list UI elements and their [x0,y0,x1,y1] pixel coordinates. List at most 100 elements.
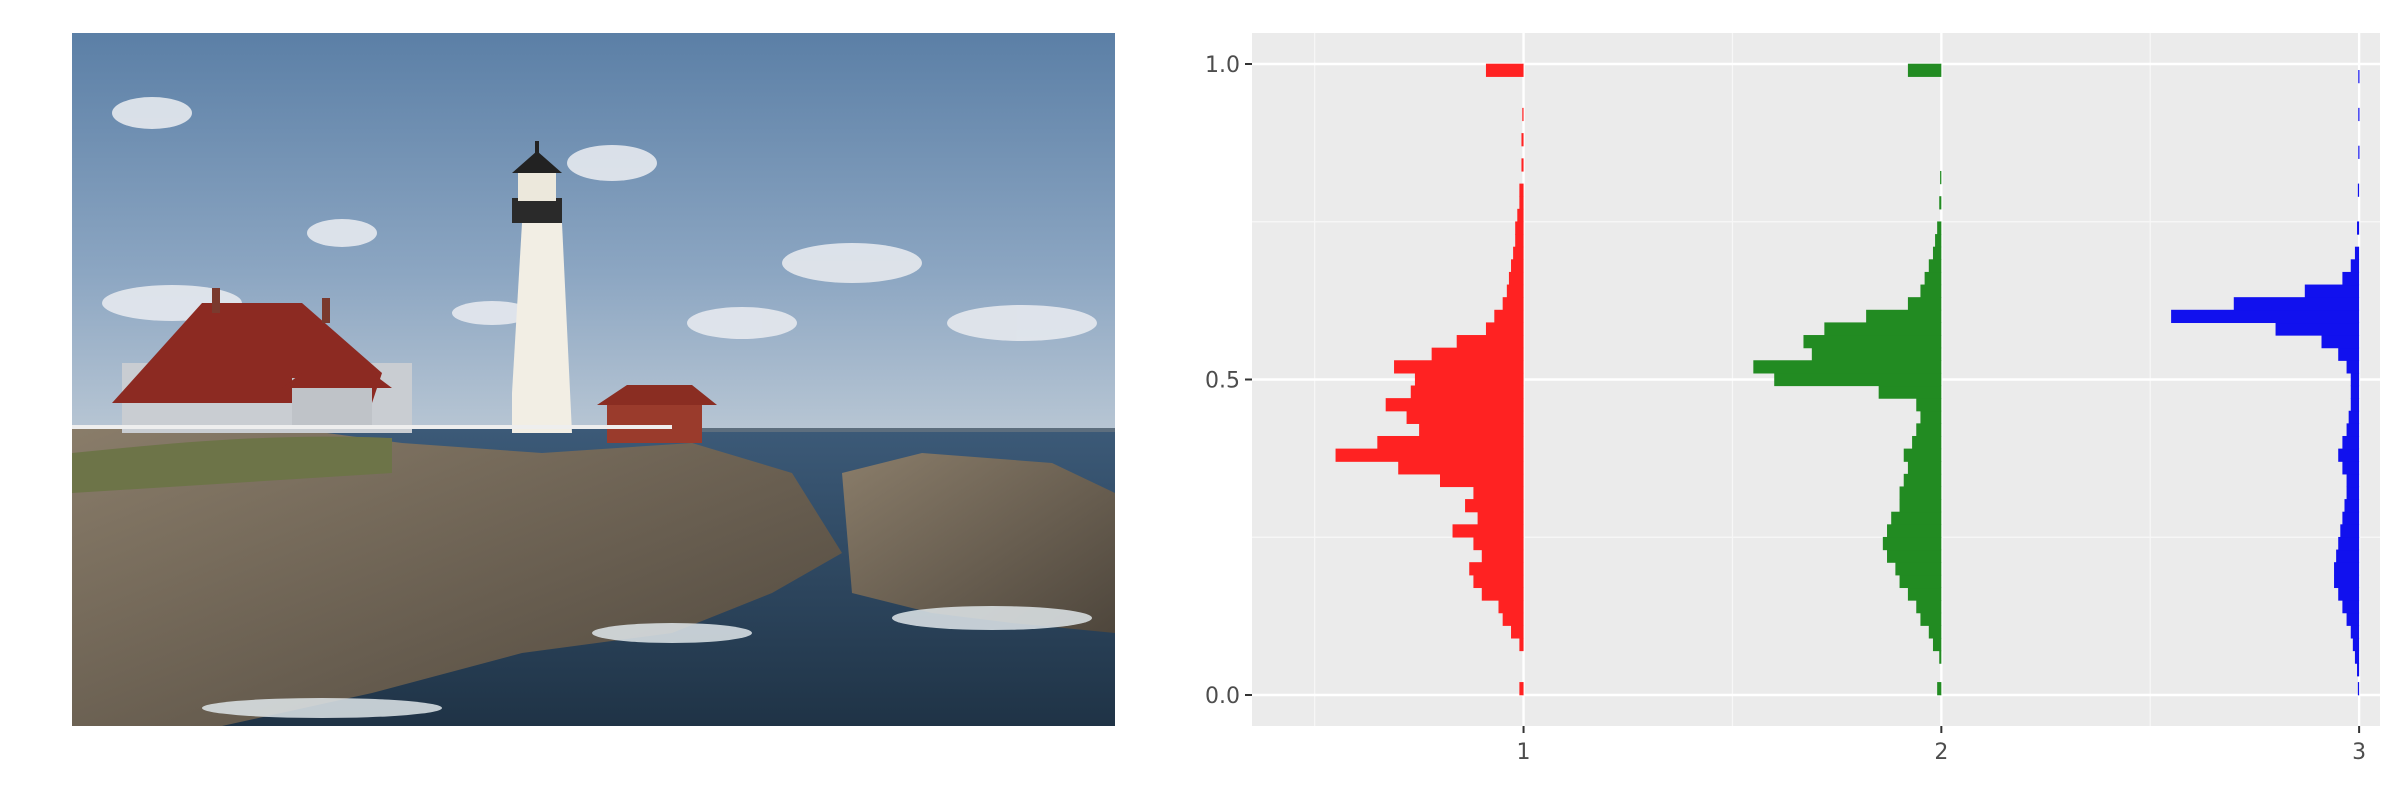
histogram-bar [2336,549,2360,563]
histogram-bar [2350,385,2360,399]
histogram-channel-2 [1753,63,1942,696]
histogram-bar [2342,435,2360,450]
histogram-bar [1907,63,1942,77]
lighthouse-photo-drawing [72,33,1115,726]
histogram-bar [1498,600,1524,614]
histogram-bar [1903,473,1942,488]
histogram-bar [2338,587,2360,601]
histogram-bar [2350,625,2360,639]
histogram-bar [1903,448,1942,462]
histogram-bar [1916,600,1942,614]
histogram-bar [2350,372,2360,387]
histogram-bar [1932,246,1942,260]
histogram-bar [1937,221,1942,235]
histogram-bar [2321,335,2360,349]
histogram-bar [1519,637,1524,652]
histogram-bar [1385,398,1524,412]
histogram-bar [2348,410,2360,424]
histogram-bar [1811,347,1942,361]
histogram-bar [1511,625,1524,639]
histogram-bar [2346,486,2360,500]
histogram-bar [2171,309,2360,324]
y-tick-label: 1.0 [1205,53,1240,78]
histogram-bar [1465,499,1524,513]
histogram-bar [1477,511,1524,525]
histogram-bar [1473,536,1524,551]
histogram-bar [1907,297,1942,311]
histogram-bar [1519,682,1524,696]
histogram-bar [2346,360,2360,374]
histogram-bar [1517,208,1524,223]
histogram-bar [1895,562,1942,576]
histogram-bar [1920,284,1942,298]
histogram-bar [2350,398,2360,412]
histogram-bar [1515,221,1524,235]
histogram-bar [1891,511,1942,525]
histogram-bar [1473,574,1524,589]
histogram-bar [2338,448,2360,462]
histogram-bar [1912,435,1942,450]
histogram-bar [1469,562,1524,576]
histogram-bar [1887,549,1942,563]
histogram-bar [2357,682,2360,696]
axes: 0.0 0.5 1.0 1 2 3 [1205,53,2366,765]
histogram-bar [1515,234,1524,248]
histogram-bar [1410,385,1524,399]
lighthouse-photo [72,33,1115,726]
histogram-bar [1508,271,1524,286]
histogram-bar [1928,625,1942,639]
histogram-channel-3 [2171,70,2360,696]
histogram-bar [2358,107,2360,122]
histogram-bar [1494,309,1524,324]
histogram-bar [2338,347,2360,361]
histogram-bar [1521,158,1524,172]
histogram-bar [1753,360,1942,374]
x-tick-label: 3 [2352,740,2366,765]
keepers-house [112,288,412,433]
histogram-bar [2342,271,2360,286]
histogram-bar [1939,196,1942,210]
histogram-bar [1928,259,1942,273]
histogram-bar [2357,663,2360,677]
histogram-bar [2357,221,2360,235]
histogram-bar [1473,486,1524,500]
histogram-bar [1939,650,1942,664]
lighthouse-tower [512,141,572,433]
histogram-bar [1887,524,1942,538]
histogram-bar [1456,335,1524,349]
histogram-bar [1907,461,1942,475]
histogram-bar [1485,63,1524,77]
histogram-bar [2357,183,2360,197]
histogram-bar [2354,650,2360,664]
histogram-bar [1511,259,1524,273]
histogram-bar [1485,322,1524,336]
histogram-bar [1940,170,1942,185]
histogram-bar [2334,562,2360,576]
histogram-bar [1878,385,1942,399]
y-tick-label: 0.0 [1205,684,1240,709]
histogram-bar [2346,423,2360,437]
histogram-bar [2352,637,2360,652]
histogram-bar [1916,423,1942,437]
histogram-bar [2344,499,2360,513]
histogram-bar [1899,499,1942,513]
histogram-bar [1824,322,1942,336]
histogram-bar [1899,574,1942,589]
histogram-bar [2342,511,2360,525]
histogram-bar [1506,284,1524,298]
histogram-bar [2350,259,2360,273]
y-tick-label: 0.5 [1205,369,1240,394]
histogram-bar [2342,600,2360,614]
rocks [72,423,842,726]
histogram-channel-1 [1335,63,1524,696]
histogram-bar [1440,473,1524,488]
histogram-bar [1394,360,1524,374]
histogram-bar [1924,271,1942,286]
histogram-bars [1335,63,2360,696]
histogram-bar [1414,372,1524,387]
histogram-bar [1513,246,1524,260]
histogram-bar [1419,423,1524,437]
histogram-bar [2275,322,2360,336]
histogram-bar [1920,612,1942,626]
histogram-bar [1519,183,1524,197]
